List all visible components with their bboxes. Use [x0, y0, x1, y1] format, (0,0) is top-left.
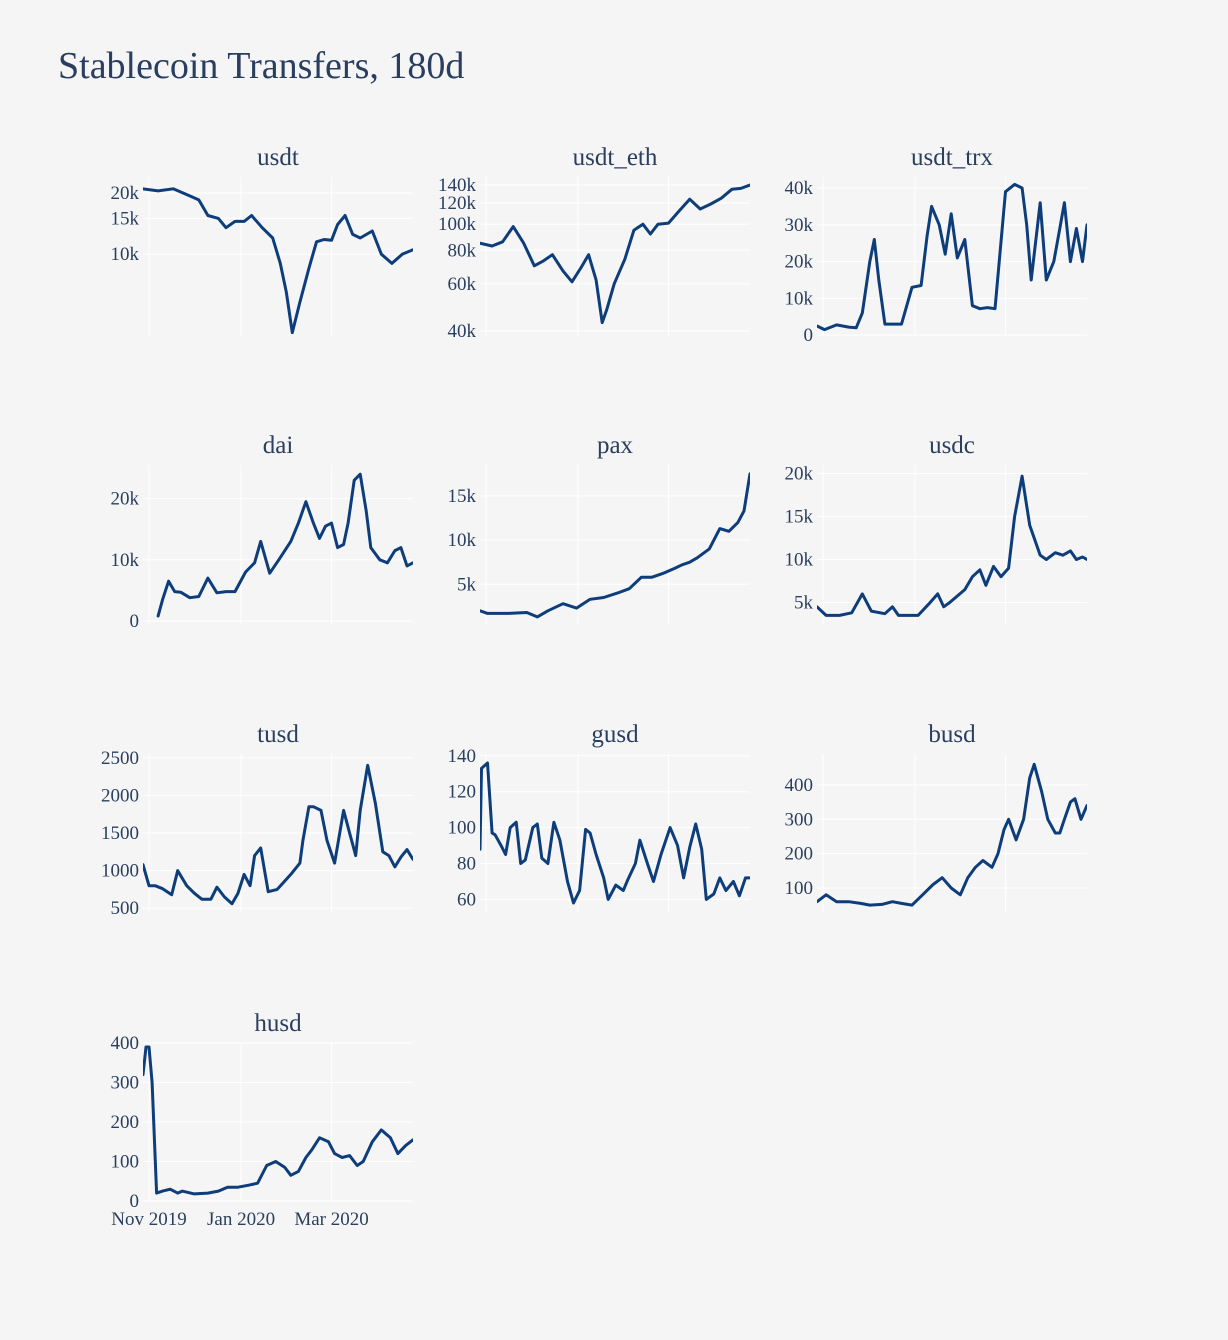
y-tick-label: 10k	[448, 530, 477, 551]
y-tick-label: 0	[804, 325, 814, 346]
x-tick-label: Jan 2020	[207, 1209, 275, 1230]
y-tick-label: 80k	[448, 240, 477, 261]
series-line-busd	[817, 762, 1087, 907]
y-tick-label: 5k	[457, 574, 477, 595]
series-line-usdt_eth	[480, 183, 750, 325]
y-tick-label: 15k	[448, 486, 477, 507]
y-tick-label: 2000	[101, 785, 139, 806]
subplot-dai: 0 10k 20k dai	[111, 432, 413, 632]
y-tick-label: 100	[448, 818, 477, 839]
subplot-title: busd	[928, 721, 976, 748]
y-tick-label: 140	[448, 746, 477, 767]
y-tick-label: 200	[111, 1112, 140, 1133]
y-tick-label: 10k	[111, 244, 140, 265]
series-line-gusd	[480, 761, 750, 905]
subplot-usdc: 5k 10k 15k 20k usdc	[785, 432, 1087, 624]
subplot-busd: 100 200 300 400 busd	[785, 721, 1087, 912]
subplot-title: husd	[254, 1010, 302, 1037]
series-line-tusd	[143, 763, 413, 906]
y-tick-label: 300	[785, 809, 814, 830]
y-tick-label: 30k	[785, 215, 814, 236]
y-tick-label: 80	[457, 854, 476, 875]
y-tick-label: 40k	[785, 178, 814, 199]
series-line-dai	[156, 472, 413, 618]
subplot-title: gusd	[591, 721, 639, 748]
subplot-husd: 0 100 200 300 400 husd Nov 2019 Jan 2020 Mar 202…	[111, 1010, 413, 1230]
y-tick-label: 0	[130, 611, 140, 632]
subplot-title: dai	[263, 432, 294, 459]
y-tick-label: 5k	[794, 593, 814, 614]
subplot-title: usdt_eth	[573, 144, 658, 171]
y-tick-label: 10k	[785, 288, 814, 309]
subplot-gusd: 60 80 100 120 140 gusd	[448, 721, 750, 912]
page-title: Stablecoin Transfers, 180d	[58, 45, 465, 87]
y-tick-label: 20k	[111, 489, 140, 510]
y-tick-label: 20k	[785, 464, 814, 485]
subplot-title: usdc	[929, 432, 975, 459]
y-tick-label: 400	[785, 775, 814, 796]
y-tick-label: 15k	[785, 507, 814, 528]
y-tick-label: 140k	[438, 175, 477, 196]
subplot-title: usdt_trx	[911, 144, 993, 171]
y-tick-label: 500	[111, 898, 140, 919]
y-tick-label: 300	[111, 1073, 140, 1094]
subplot-usdt_trx: 0 10k 20k 30k 40k usdt_trx	[785, 144, 1087, 346]
x-tick-label: Nov 2019	[111, 1209, 186, 1230]
series-line-usdt_trx	[817, 182, 1087, 332]
y-tick-label: 400	[111, 1033, 140, 1054]
y-tick-label: 10k	[111, 550, 140, 571]
y-tick-label: 10k	[785, 550, 814, 571]
subplot-title: tusd	[257, 721, 299, 748]
subplot-tusd: 500 1000 1500 2000 2500 tusd	[101, 721, 413, 919]
subplot-pax: 5k 10k 15k pax	[448, 432, 750, 624]
y-tick-label: 15k	[111, 208, 140, 229]
y-tick-label: 20k	[111, 183, 140, 204]
y-tick-label: 2500	[101, 748, 139, 769]
y-tick-label: 120	[448, 782, 477, 803]
series-line-pax	[480, 472, 750, 619]
subplot-usdt: 10k 15k 20k usdt	[111, 144, 413, 337]
subplot-title: pax	[597, 432, 634, 459]
y-tick-label: 40k	[448, 321, 477, 342]
y-tick-label: 100	[111, 1152, 140, 1173]
y-tick-label: 100k	[438, 214, 477, 235]
series-line-usdc	[817, 474, 1087, 617]
y-tick-label: 60k	[448, 274, 477, 295]
y-tick-label: 120k	[438, 193, 477, 214]
y-tick-label: 1500	[101, 823, 139, 844]
y-tick-label: 0	[130, 1191, 140, 1212]
y-tick-label: 100	[785, 878, 814, 899]
subplot-title: usdt	[257, 144, 299, 171]
x-tick-label: Mar 2020	[294, 1209, 368, 1230]
series-line-usdt	[143, 187, 413, 335]
series-line-husd	[143, 1045, 413, 1196]
y-tick-label: 200	[785, 844, 814, 865]
y-tick-label: 60	[457, 889, 476, 910]
y-tick-label: 20k	[785, 252, 814, 273]
y-tick-label: 1000	[101, 861, 139, 882]
